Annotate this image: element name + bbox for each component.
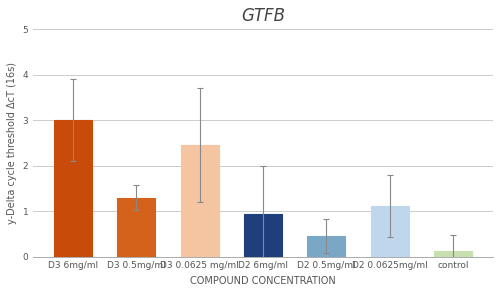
X-axis label: COMPOUND CONCENTRATION: COMPOUND CONCENTRATION [190,276,336,286]
Bar [434,251,472,257]
Bar [244,214,282,257]
Bar [54,120,92,257]
Bar [308,236,346,257]
Bar [180,145,218,257]
Bar [118,197,156,257]
Bar [371,206,409,257]
Y-axis label: y-Delta cycle threshold ΔcT (16s): y-Delta cycle threshold ΔcT (16s) [7,62,17,224]
Title: GTFB: GTFB [241,7,285,25]
